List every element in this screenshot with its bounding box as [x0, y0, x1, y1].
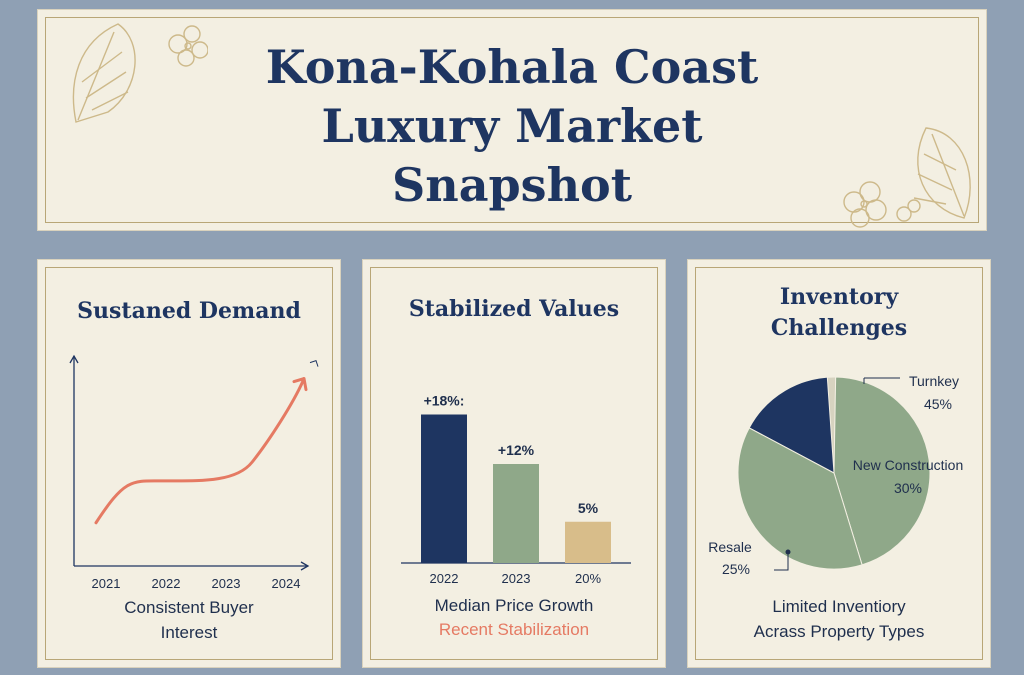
page-title-line-3: Snapshot	[392, 158, 632, 212]
demand-card: Sustaned Demand 2021 2022 2023 2024 Consist…	[38, 260, 340, 667]
x-tick-label: 2023	[502, 571, 531, 586]
resale-leader-line	[774, 552, 789, 571]
inventory-caption: Limited Inventiory Acrass Property Types	[688, 594, 990, 644]
values-card: Stabilized Values +18%: 2022 +12% 2023 5% 20%…	[363, 260, 665, 667]
inventory-card-border	[695, 267, 983, 660]
header-panel: Kona-Kohala Coast Luxury Market Snapshot	[38, 10, 986, 230]
bar-2023	[493, 464, 539, 563]
x-axis-arrow-icon	[300, 561, 310, 571]
pie-label-new-construction: New Construction	[853, 457, 964, 473]
pie-value-new-construction: 30%	[894, 480, 922, 496]
x-tick-label: 2023	[212, 576, 241, 591]
x-tick-label: 20%	[575, 571, 601, 586]
turnkey-leader-line	[863, 377, 900, 384]
demand-card-title: Sustaned Demand	[77, 298, 301, 324]
demand-line-chart: 2021 2022 2023 2024	[69, 354, 319, 591]
inventory-caption-line-1: Limited Inventiory	[772, 597, 906, 616]
x-tick-label: 2022	[430, 571, 459, 586]
pie-value-resale: 25%	[722, 561, 750, 577]
x-tick-label: 2022	[152, 576, 181, 591]
values-caption-accent: Recent Stabilization	[438, 620, 590, 639]
inventory-card-title-line-2: Challenges	[770, 315, 908, 341]
price-growth-bar-chart: +18%: 2022 +12% 2023 5% 20%	[401, 393, 631, 586]
inventory-card: Inventory Challenges Turnkey 45% New Const…	[688, 260, 990, 667]
demand-arrowhead-icon	[292, 377, 308, 392]
page-title: Kona-Kohala Coast Luxury Market Snapshot	[38, 38, 986, 215]
x-tick-label: 2021	[92, 576, 121, 591]
small-arrow-icon	[309, 359, 319, 367]
demand-caption-line-2: Interest	[160, 623, 218, 642]
demand-card-border	[45, 267, 333, 660]
hibiscus-flower-icon	[843, 127, 971, 228]
header-border	[45, 17, 979, 223]
pie-slice-resale	[737, 427, 863, 570]
values-card-border	[370, 267, 658, 660]
bar-data-label: 5%	[578, 500, 599, 516]
page-title-line-1: Kona-Kohala Coast	[265, 40, 759, 94]
bar-2022	[421, 414, 467, 563]
x-tick-label: 2024	[272, 576, 301, 591]
inventory-caption-line-2: Acrass Property Types	[753, 622, 925, 641]
monstera-leaf-icon	[72, 23, 208, 123]
inventory-pie-chart: Turnkey 45% New Construction 30% Resale 25%	[708, 373, 964, 577]
pie-label-resale: Resale	[708, 539, 752, 555]
pie-slice-turnkey	[833, 376, 931, 566]
inventory-card-title-line-1: Inventory	[779, 284, 899, 310]
values-card-title: Stabilized Values	[408, 296, 620, 322]
bar-20%	[565, 521, 611, 563]
pie-value-turnkey: 45%	[924, 396, 952, 412]
bar-data-label: +18%:	[424, 393, 465, 409]
pie-label-turnkey: Turnkey	[909, 373, 959, 389]
demand-caption: Consistent Buyer Interest	[38, 595, 340, 645]
bar-data-label: +12%	[498, 442, 535, 458]
demand-caption-line-1: Consistent Buyer	[124, 598, 254, 617]
values-caption: Median Price Growth	[434, 596, 594, 615]
inventory-card-title: Inventory Challenges	[688, 282, 990, 344]
demand-series-line	[94, 377, 306, 525]
y-axis-arrow-icon	[69, 354, 79, 364]
page-title-line-2: Luxury Market	[321, 99, 703, 153]
